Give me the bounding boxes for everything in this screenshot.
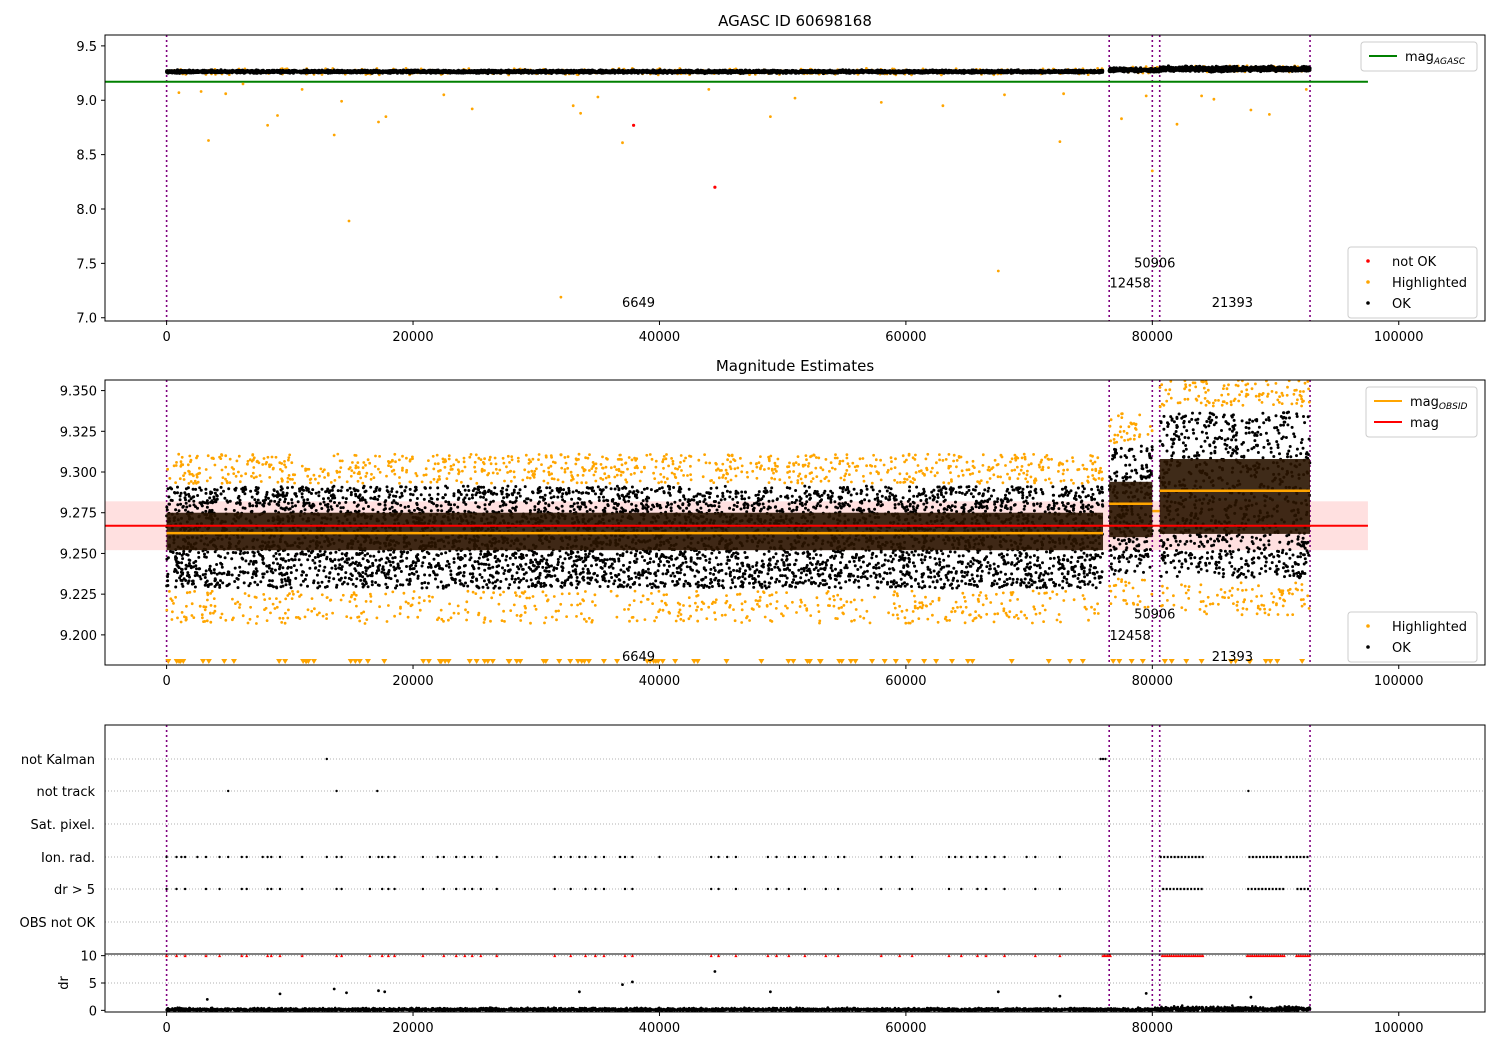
p1-ytick-label: 7.5: [76, 257, 97, 272]
panel-magnitude-estimates: 6649 12458 50906 21393 0 20000 40000 60000 80000…: [60, 379, 1486, 689]
p3-row-label: OBS not OK: [20, 916, 96, 931]
p2-obsid-label: 50906: [1134, 608, 1175, 623]
p2-top-legend-label: mag: [1410, 416, 1439, 431]
p1-ytick-label: 9.0: [76, 94, 97, 109]
p2-obsid-label: 21393: [1212, 650, 1253, 665]
p2-xtick-label: 80000: [1132, 674, 1173, 689]
panel-agasc-mag: 6649 12458 50906 21393 0 20000 40000 60000 80000…: [76, 34, 1486, 345]
p3-flag-points: [165, 887, 1062, 891]
p2-obsid-label: 12458: [1109, 629, 1150, 644]
p2-ytick-label: 9.300: [60, 466, 97, 481]
p2-ytick-label: 9.225: [60, 588, 97, 603]
p2-plot-area: [105, 380, 1368, 665]
p4-xtick-label: 100000: [1374, 1021, 1424, 1036]
p3-row-label: Ion. rad.: [41, 851, 95, 866]
p2-ytick-label: 9.350: [60, 385, 97, 400]
p2-top-legend-box: [1365, 386, 1478, 438]
p2-dense-core: [1159, 458, 1311, 534]
p1-frame: [104, 34, 1486, 322]
p2-ytick-label: 9.250: [60, 547, 97, 562]
p2-xtick-label: 20000: [392, 674, 433, 689]
p1-ok-points: [165, 64, 1312, 76]
p2-obsid-label: 6649: [622, 650, 655, 665]
p2-ok-points: [165, 410, 1312, 590]
p1-ytick-label: 8.0: [76, 203, 97, 218]
p1-legend-marker: [1366, 259, 1370, 263]
p1-obsid-label: 21393: [1212, 296, 1253, 311]
p1-legend-marker: [1366, 280, 1370, 284]
p1-legend-box: [1347, 246, 1478, 319]
p4-xtick-label: 80000: [1132, 1021, 1173, 1036]
p4-ytick-label: 5: [89, 977, 97, 992]
p1-xtick-label: 20000: [392, 330, 433, 345]
p2-dense-core: [1109, 481, 1153, 538]
p4-xtick-label: 40000: [639, 1021, 680, 1036]
p1-obsid-label: 50906: [1134, 257, 1175, 272]
p2-dense-core: [166, 512, 1104, 551]
p1-legend-label: Highlighted: [1392, 276, 1467, 291]
p1-xtick-label: 40000: [639, 330, 680, 345]
p2-legend-marker: [1366, 624, 1370, 628]
p2-xtick-label: 0: [162, 674, 170, 689]
p2-ytick-label: 9.325: [60, 425, 97, 440]
p2-clipped-markers: [165, 659, 1306, 664]
panel-flags: not Kalman not track Sat. pixel. Ion. rad. d…: [20, 724, 1486, 955]
panel-dr: 0 20000 40000 60000 80000 100000 0 5 10: [80, 950, 1486, 1036]
p1-xtick-label: 100000: [1374, 330, 1424, 345]
p2-legend-marker: [1366, 645, 1370, 649]
panel2-title: Magnitude Estimates: [716, 357, 874, 375]
p1-xtick-label: 0: [162, 330, 170, 345]
p1-legend-label: not OK: [1392, 255, 1437, 270]
p1-xtick-label: 60000: [885, 330, 926, 345]
p4-xtick-label: 60000: [885, 1021, 926, 1036]
p1-legend-marker: [1366, 301, 1370, 305]
p2-xtick-label: 60000: [885, 674, 926, 689]
p2-xtick-label: 40000: [639, 674, 680, 689]
p2-ytick-label: 9.200: [60, 629, 97, 644]
p2-ytick-label: 9.275: [60, 507, 97, 522]
p1-ytick-label: 8.5: [76, 149, 97, 164]
p4-ytick-label: 10: [80, 950, 97, 965]
panel4-ylabel: dr: [57, 976, 72, 990]
p3-row-label: Sat. pixel.: [31, 818, 95, 833]
p2-legend-label: Highlighted: [1392, 620, 1467, 635]
p1-obsid-label: 6649: [622, 296, 655, 311]
p3-flag-points: [165, 855, 1062, 859]
p1-ytick-label: 7.0: [76, 312, 97, 327]
p2-legend-label: OK: [1392, 641, 1411, 656]
p4-xtick-label: 20000: [392, 1021, 433, 1036]
p2-legend-box: [1347, 611, 1478, 663]
p1-legend-label: OK: [1392, 297, 1411, 312]
p4-xtick-label: 0: [162, 1021, 170, 1036]
p4-ytick-label: 0: [89, 1004, 97, 1019]
p1-obsid-label: 12458: [1109, 276, 1150, 291]
p4-dr-points: [165, 1004, 1312, 1012]
panel1-title: AGASC ID 60698168: [718, 12, 872, 30]
p4-clipped-markers: [165, 954, 1311, 958]
p1-top-legend-box: [1360, 41, 1478, 72]
p3-row-label: not Kalman: [21, 753, 95, 768]
p3-row-label: not track: [36, 785, 95, 800]
p3-row-label: dr > 5: [54, 883, 95, 898]
p1-ytick-label: 9.5: [76, 40, 97, 55]
p1-xtick-label: 80000: [1132, 330, 1173, 345]
p2-xtick-label: 100000: [1374, 674, 1424, 689]
p2-frame: [104, 379, 1486, 666]
